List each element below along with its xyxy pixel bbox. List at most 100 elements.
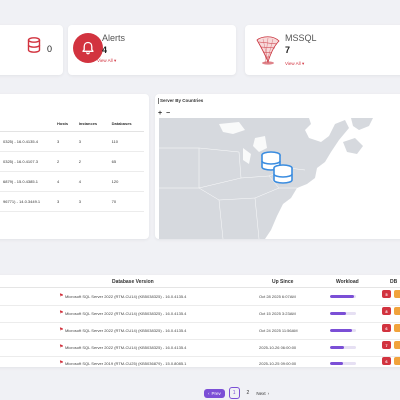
table-row[interactable]: ⚑ Microsoft SQL Server 2022 (RTM-CU14) (… [0, 305, 400, 323]
alerts-count: 4 [102, 45, 108, 55]
sql-server-icon: ⚑ [59, 310, 64, 316]
warning-badge[interactable] [394, 341, 400, 349]
sql-server-icon: ⚑ [59, 293, 64, 299]
column-header-instances: Instances [75, 116, 109, 132]
table-row[interactable]: 6879) - 15.0.4385.1 4 4 120 [0, 171, 144, 192]
land-mass [343, 138, 363, 154]
warning-badge[interactable] [394, 290, 400, 298]
hosts-cell: 4 [54, 171, 76, 192]
db-count-badge[interactable]: 6 [382, 357, 391, 365]
databases-card: 0 [0, 25, 63, 75]
version-cell: 96771) - 14.0.3449.1 [0, 191, 54, 212]
prev-page-button[interactable]: ‹ Prev [204, 388, 225, 398]
servers-table-card: Database Version Up Since Workload DB ⚑ … [0, 275, 400, 367]
alerts-title: Alerts [102, 33, 126, 43]
warning-badge[interactable] [394, 307, 400, 315]
instances-cell: 3 [75, 191, 109, 212]
column-header-databases: Databases [108, 116, 144, 132]
version-cell: 0325) - 16.0.4135.4 [0, 131, 54, 152]
sql-server-icon: ⚑ [59, 360, 64, 366]
column-header-hosts: Hosts [54, 116, 76, 132]
server-map-card: Server By Countries + − [155, 94, 400, 239]
table-row[interactable]: ⚑ Microsoft SQL Server 2022 (RTM-CU14) (… [0, 288, 400, 306]
instances-cell: 2 [75, 151, 109, 172]
db-count-badge[interactable]: 7 [382, 341, 391, 349]
mssql-logo-icon [253, 32, 283, 68]
row-divider [0, 305, 400, 306]
hosts-cell: 3 [54, 131, 76, 152]
sql-server-icon: ⚑ [59, 344, 64, 350]
workload-fill [330, 329, 353, 332]
map-title-accent [158, 98, 159, 104]
mssql-count: 7 [285, 45, 291, 55]
bell-icon [73, 33, 103, 63]
version-cell: Microsoft SQL Server 2022 (RTM-CU14) (KB… [65, 345, 187, 350]
zoom-in-button[interactable]: + [158, 110, 163, 117]
workload-bar [330, 295, 356, 298]
version-cell: 0325) - 16.0.4107.3 [0, 151, 54, 172]
alerts-view-all-label: View All [97, 58, 113, 63]
column-header-up-since: Up Since [272, 279, 294, 285]
table-row[interactable]: ⚑ Microsoft SQL Server 2019 (RTM-CU25) (… [0, 355, 400, 367]
versions-table-header: Hosts Instances Databases [0, 116, 144, 132]
version-cell: 6879) - 15.0.4385.1 [0, 171, 54, 192]
mssql-card[interactable]: MSSQL 7 View All ▾ [245, 25, 400, 75]
map-title: Server By Countries [160, 98, 204, 103]
hosts-cell: 3 [54, 191, 76, 212]
database-icon [24, 35, 44, 55]
versions-table: Hosts Instances Databases 0325) - 16.0.4… [0, 116, 144, 212]
page-2-button[interactable]: 2 [246, 390, 250, 396]
column-header-db: DB [390, 279, 398, 285]
table-row[interactable]: 96771) - 14.0.3449.1 3 3 70 [0, 191, 144, 212]
region-borders [159, 147, 306, 239]
alerts-card[interactable]: Alerts 4 View All ▾ [68, 25, 236, 75]
warning-badge[interactable] [394, 324, 400, 332]
land-mass [159, 118, 349, 239]
up-since-cell: Oct 28 2025 6:07AM [259, 294, 296, 299]
next-page-button[interactable]: Next › [256, 391, 269, 396]
caret-down-icon: ▾ [113, 58, 117, 63]
workload-bar [330, 312, 356, 315]
table-row[interactable]: 0325) - 16.0.4135.4 3 3 110 [0, 131, 144, 152]
up-since-cell: 2025-10-25 09:00:00 [259, 361, 297, 366]
mssql-view-all-label: View All [285, 61, 301, 66]
column-header-database-version: Database Version [112, 279, 154, 285]
workload-fill [330, 346, 345, 349]
mssql-view-all-link[interactable]: View All ▾ [285, 61, 304, 67]
instances-cell: 4 [75, 171, 109, 192]
pagination: ‹ Prev 1 2 Next › [204, 387, 269, 399]
workload-fill [330, 312, 346, 315]
alerts-view-all-link[interactable]: View All ▾ [97, 58, 116, 64]
table-row[interactable]: ⚑ Microsoft SQL Server 2022 (RTM-CU14) (… [0, 322, 400, 340]
lake [219, 122, 267, 164]
workload-fill [330, 362, 343, 365]
db-count-badge[interactable]: 5 [382, 290, 391, 298]
row-divider [0, 339, 400, 340]
page-1-button[interactable]: 1 [228, 387, 240, 399]
sql-server-icon: ⚑ [59, 327, 64, 333]
databases-cell: 70 [108, 191, 144, 212]
db-count-badge[interactable]: 8 [382, 307, 391, 315]
table-row[interactable]: 0325) - 16.0.4107.3 2 2 65 [0, 151, 144, 172]
table-row[interactable]: ⚑ Microsoft SQL Server 2022 (RTM-CU14) (… [0, 339, 400, 357]
chevron-right-icon: › [267, 390, 270, 396]
workload-fill [330, 295, 354, 298]
versions-card: Hosts Instances Databases 0325) - 16.0.4… [0, 94, 149, 239]
hosts-cell: 2 [54, 151, 76, 172]
zoom-out-button[interactable]: − [166, 110, 171, 117]
up-since-cell: Oct 24 2025 11:56AM [259, 328, 298, 333]
database-cluster-marker[interactable] [258, 151, 298, 189]
warning-badge[interactable] [394, 357, 400, 365]
databases-cell: 110 [108, 131, 144, 152]
version-cell: Microsoft SQL Server 2022 (RTM-CU14) (KB… [65, 328, 187, 333]
databases-count: 0 [47, 44, 53, 54]
land-mass [351, 118, 373, 130]
chevron-left-icon: ‹ [208, 390, 210, 396]
up-since-cell: Oct 15 2025 3:23AM [259, 311, 296, 316]
version-cell: Microsoft SQL Server 2019 (RTM-CU25) (KB… [65, 361, 187, 366]
caret-down-icon: ▾ [301, 61, 305, 66]
workload-bar [330, 362, 356, 365]
db-count-badge[interactable]: 6 [382, 324, 391, 332]
prev-label: Prev [211, 390, 221, 396]
row-divider [0, 356, 400, 357]
